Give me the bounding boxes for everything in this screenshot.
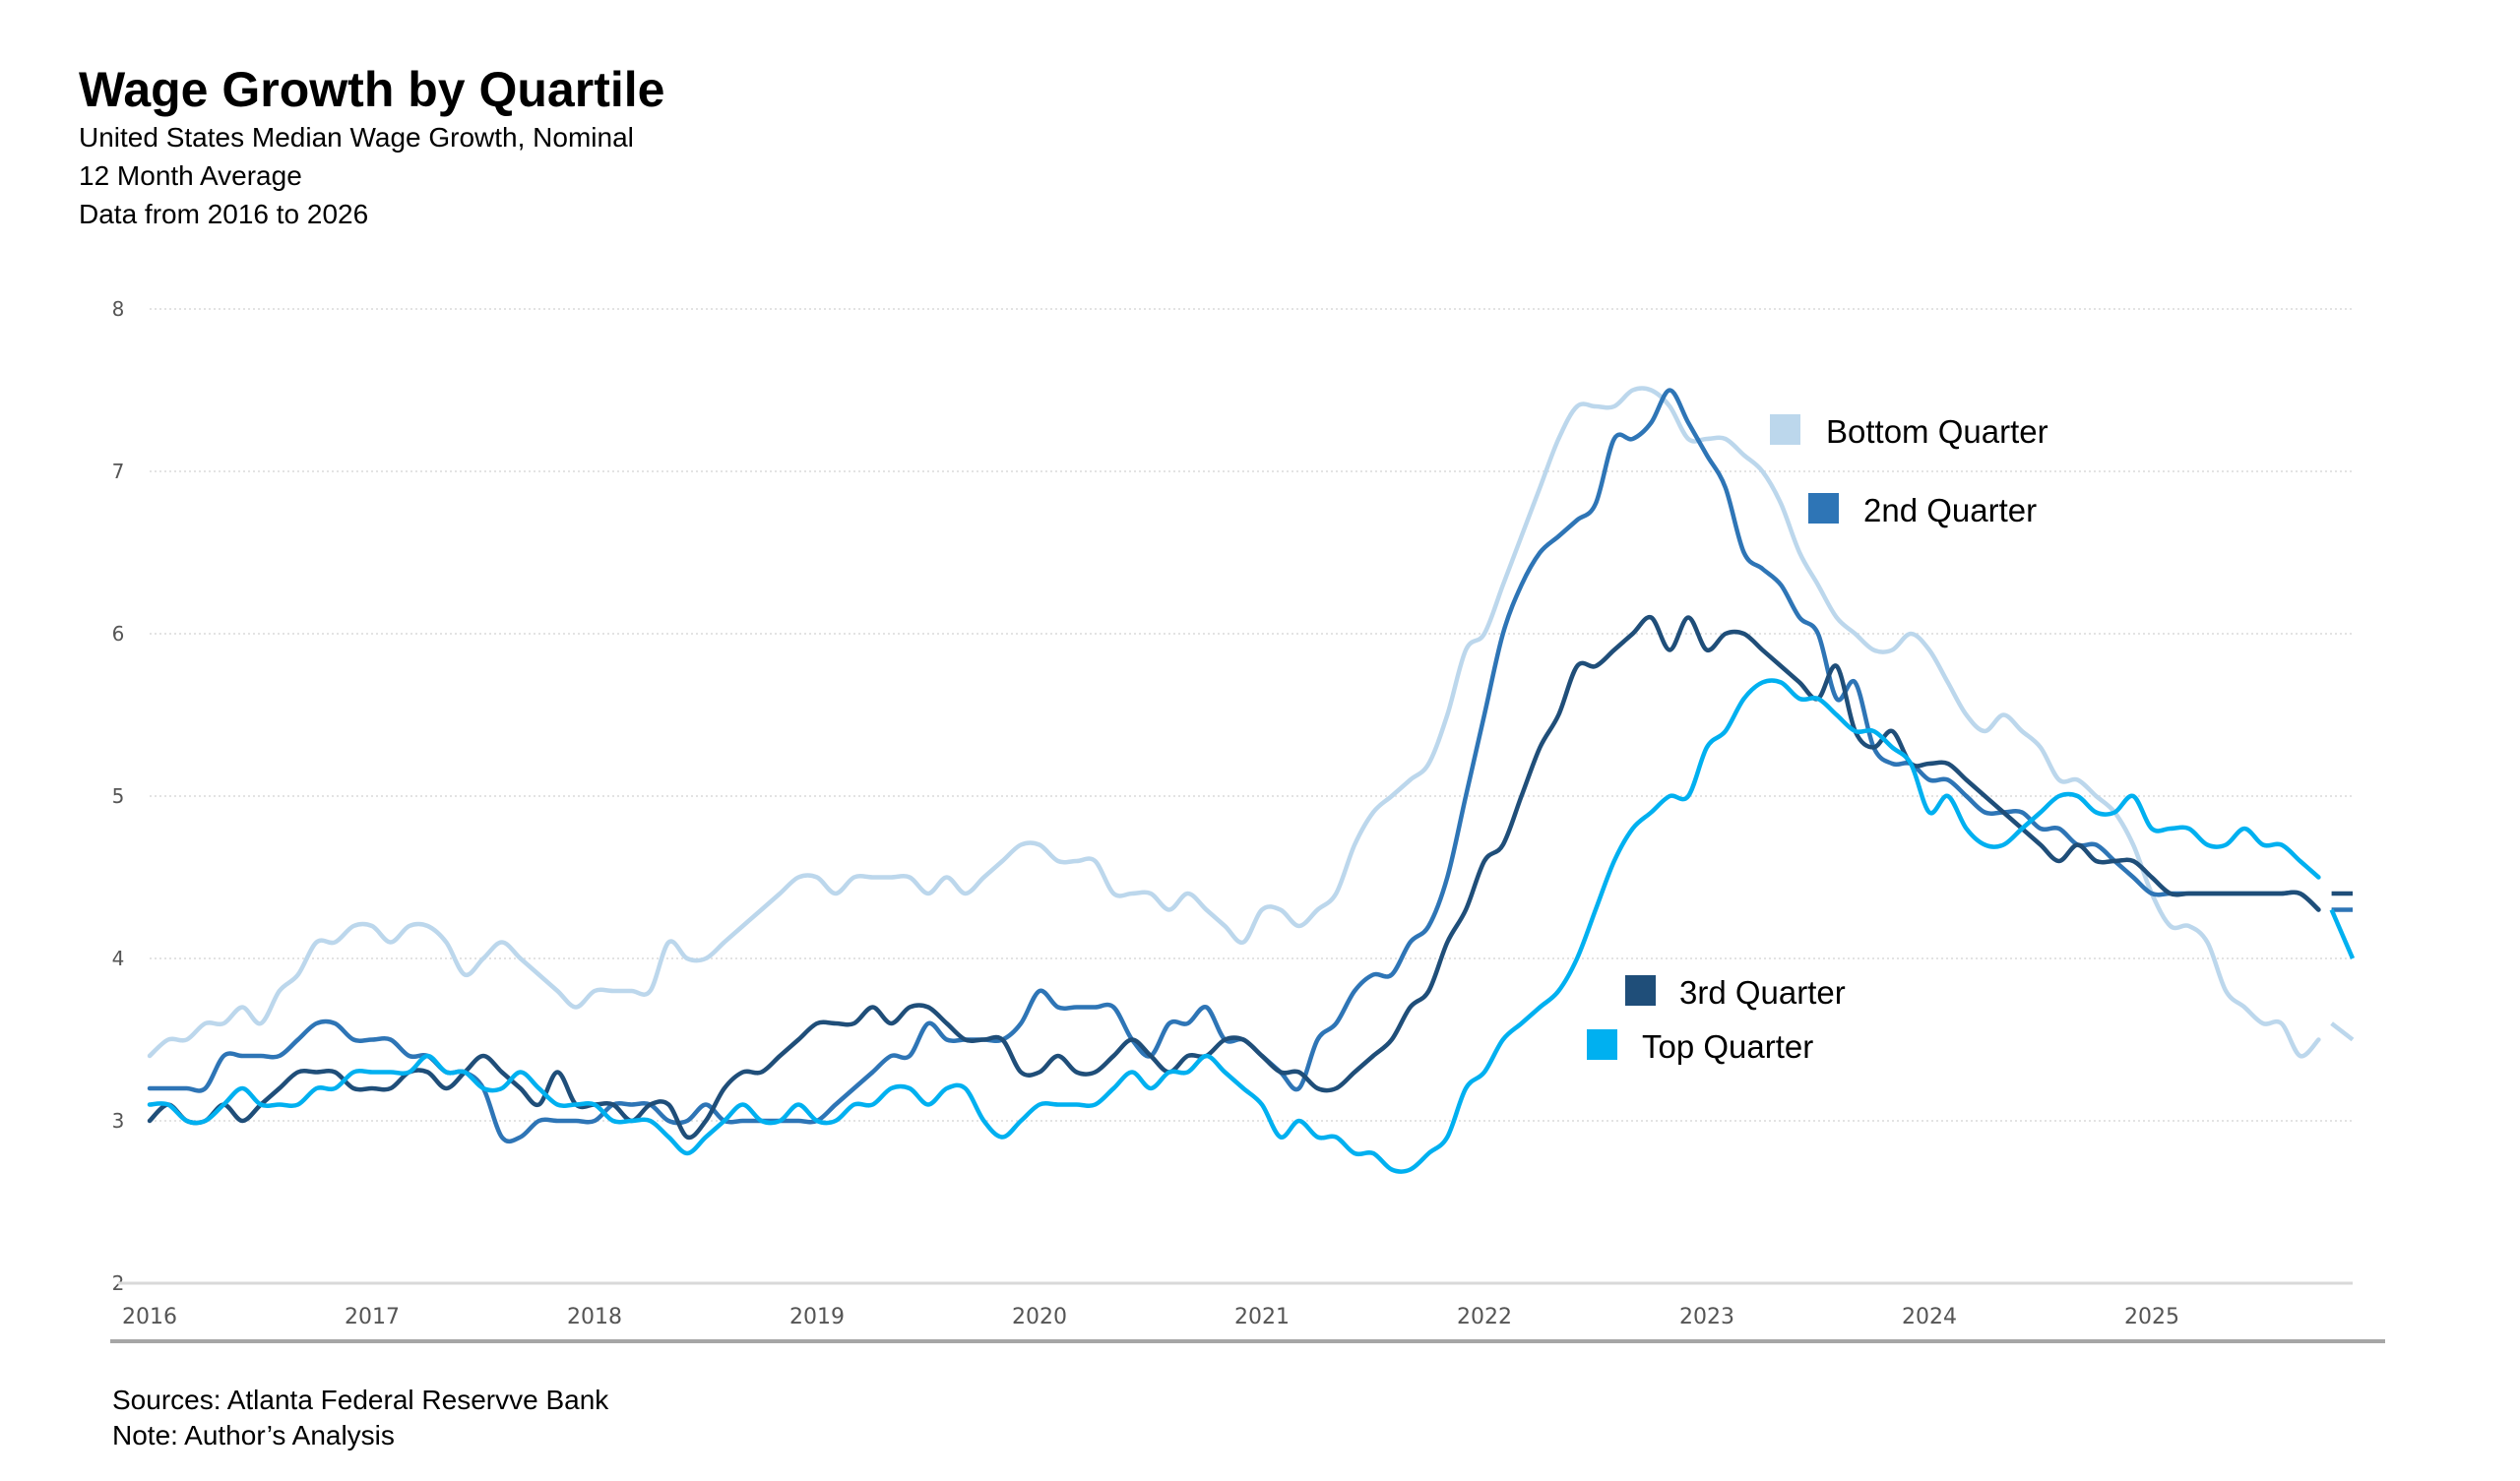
legend-label-top-quarter: Top Quarter — [1642, 1028, 1813, 1065]
legend-item-3rd-quarter: 3rd Quarter — [1625, 974, 1846, 1011]
legend: Bottom Quarter 2nd Quarter 3rd Quarter T… — [1587, 413, 2048, 1065]
y-tick-label: 3 — [112, 1109, 125, 1133]
series-line-3rd-quarter — [147, 614, 2321, 1141]
x-tick-label: 2023 — [1679, 1305, 1734, 1329]
x-tick-label: 2019 — [789, 1305, 845, 1329]
legend-item-bottom-quarter: Bottom Quarter — [1770, 413, 2048, 450]
y-tick-label: 5 — [112, 784, 125, 808]
legend-item-top-quarter: Top Quarter — [1587, 1028, 1813, 1065]
legend-swatch-3rd-quarter — [1625, 975, 1656, 1006]
sources-note: Sources: Atlanta Federal Reservve Bank — [112, 1385, 609, 1415]
series-tail-bottom-quarter — [2330, 1021, 2355, 1042]
author-note: Note: Author’s Analysis — [112, 1420, 395, 1450]
legend-swatch-top-quarter — [1587, 1029, 1617, 1060]
series-tail-top-quarter — [2329, 908, 2356, 959]
chart-subtitle-line-2: 12 Month Average — [79, 160, 302, 191]
legend-label-bottom-quarter: Bottom Quarter — [1826, 413, 2048, 450]
legend-swatch-2nd-quarter — [1808, 493, 1839, 524]
series-line-top-quarter — [147, 678, 2321, 1174]
y-tick-label: 7 — [112, 460, 125, 483]
y-tick-label: 6 — [112, 622, 125, 646]
chart-subtitle-line-3: Data from 2016 to 2026 — [79, 199, 369, 229]
x-tick-label: 2022 — [1457, 1305, 1512, 1329]
legend-label-2nd-quarter: 2nd Quarter — [1863, 492, 2037, 528]
x-tick-label: 2021 — [1234, 1305, 1290, 1329]
x-tick-label: 2016 — [122, 1305, 177, 1329]
series-line-bottom-quarter — [147, 386, 2321, 1059]
x-tick-label: 2024 — [1902, 1305, 1957, 1329]
x-tick-label: 2020 — [1012, 1305, 1067, 1329]
legend-label-3rd-quarter: 3rd Quarter — [1679, 974, 1846, 1011]
series-lines — [147, 386, 2356, 1174]
x-tick-label: 2025 — [2124, 1305, 2179, 1329]
chart-subtitle-line-1: United States Median Wage Growth, Nomina… — [79, 122, 634, 153]
y-tick-label: 4 — [112, 947, 125, 970]
x-tick-label: 2017 — [345, 1305, 400, 1329]
x-axis-ticks: 2016 2017 2018 2019 2020 2021 2022 2023 2024 2025 — [122, 1305, 2179, 1329]
x-tick-label: 2018 — [567, 1305, 622, 1329]
y-tick-label: 8 — [112, 297, 125, 321]
chart-title: Wage Growth by Quartile — [79, 62, 665, 117]
legend-item-2nd-quarter: 2nd Quarter — [1808, 492, 2037, 528]
legend-swatch-bottom-quarter — [1770, 414, 1800, 445]
